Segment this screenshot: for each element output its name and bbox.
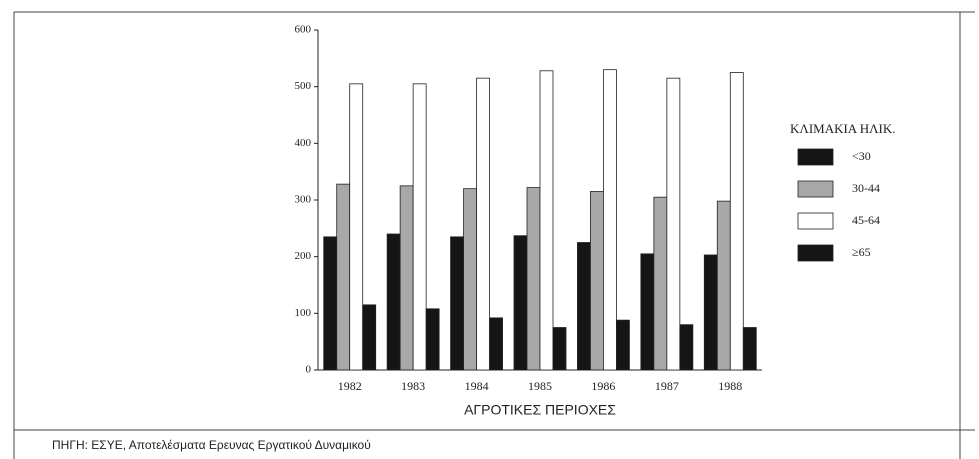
bar	[513, 235, 528, 371]
x-tick-label: 1984	[465, 379, 489, 393]
bar	[616, 319, 630, 371]
bar	[742, 327, 757, 371]
legend-label: ≥65	[852, 245, 871, 259]
x-tick-label: 1982	[338, 379, 362, 393]
x-tick-label: 1987	[655, 379, 679, 393]
legend-swatch	[797, 180, 834, 198]
legend-title: ΚΛΙΜΑΚΙΑ ΗΛΙΚ.	[790, 121, 896, 136]
x-tick-label: 1983	[401, 379, 425, 393]
y-tick-label: 500	[295, 80, 312, 92]
bar	[526, 187, 541, 371]
bar	[590, 191, 604, 371]
y-tick-label: 100	[295, 307, 312, 319]
bar	[349, 83, 364, 371]
bar	[729, 72, 744, 371]
bar	[412, 83, 427, 371]
y-tick-label: 300	[295, 194, 312, 206]
bar	[362, 304, 377, 371]
x-tick-label: 1985	[528, 379, 552, 393]
bar	[425, 308, 440, 371]
bar	[463, 188, 477, 371]
legend-swatch	[797, 148, 834, 166]
bar	[666, 77, 681, 371]
x-axis-label: ΑΓΡΟΤΙΚΕΣ ΠΕΡΙΟΧΕΣ	[464, 402, 616, 418]
x-tick-label: 1986	[591, 379, 615, 393]
y-tick-label: 600	[295, 24, 312, 36]
bar	[476, 77, 490, 371]
bar	[703, 254, 718, 371]
bar	[323, 236, 338, 371]
bar	[679, 324, 694, 371]
legend-label: 30-44	[852, 181, 880, 195]
legend-swatch	[797, 212, 834, 230]
bar	[603, 69, 617, 371]
bar	[552, 327, 567, 371]
legend-swatch	[797, 244, 834, 262]
y-tick-label: 200	[295, 250, 312, 262]
legend-label: <30	[852, 149, 871, 163]
source-note: ΠΗΓΗ: ΕΣΥΕ, Αποτελέσματα Ερευνας Εργατικ…	[52, 438, 371, 452]
y-tick-label: 0	[306, 364, 312, 376]
legend-label: 45-64	[852, 213, 880, 227]
bar	[450, 236, 464, 371]
bar	[653, 196, 668, 371]
bar	[577, 242, 591, 371]
bar	[399, 185, 414, 371]
bar	[539, 70, 554, 371]
bar	[640, 253, 655, 371]
bar	[386, 233, 401, 371]
bar	[716, 200, 731, 371]
x-tick-label: 1988	[718, 379, 742, 393]
y-tick-label: 400	[295, 137, 312, 149]
bar	[489, 317, 503, 371]
bar	[336, 183, 351, 371]
